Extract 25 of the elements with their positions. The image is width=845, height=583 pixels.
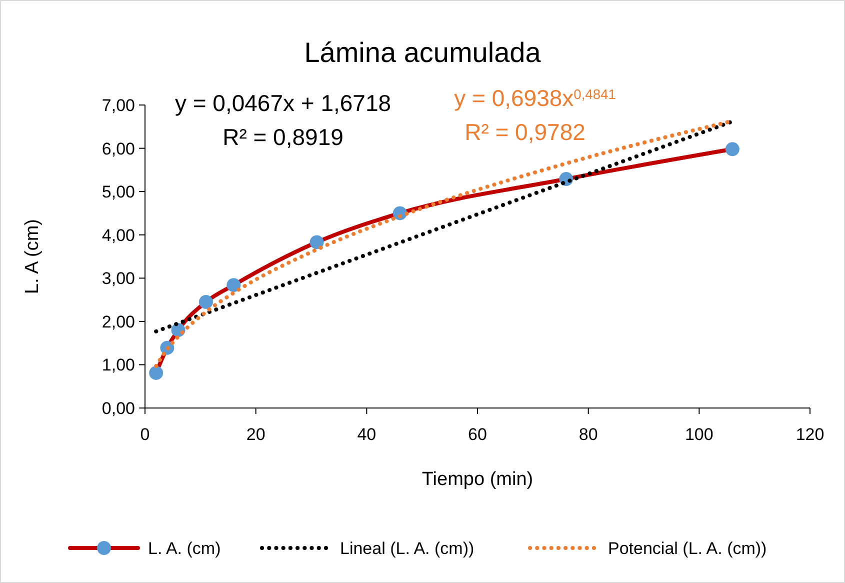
x-tick-label: 120 <box>796 425 824 444</box>
y-tick-label: 3,00 <box>102 269 135 288</box>
y-tick-label: 0,00 <box>102 399 135 418</box>
x-axis-title: Tiempo (min) <box>422 469 534 490</box>
annotation: y = 0,0467x + 1,6718 <box>174 90 392 116</box>
x-tick-label: 40 <box>357 425 376 444</box>
annotation: R² = 0,8919 <box>222 124 344 150</box>
chart-title: Lámina acumulada <box>304 37 542 68</box>
y-tick-label: 1,00 <box>102 356 135 375</box>
legend-label: L. A. (cm) <box>148 539 221 558</box>
annotation: y = 0,6938x$^{0,4841}$ <box>454 85 616 111</box>
y-tick-label: 4,00 <box>102 226 135 245</box>
legend-label: Lineal (L. A. (cm)) <box>340 539 474 558</box>
y-axis-title: L. A (cm) <box>22 219 43 294</box>
x-tick-label: 80 <box>578 425 598 444</box>
x-tick-label: 100 <box>684 425 714 444</box>
y-tick-label: 5,00 <box>102 182 135 202</box>
y-tick-label: 6,00 <box>102 139 135 158</box>
legend-label: Potencial (L. A. (cm)) <box>608 539 767 558</box>
x-tick-label: 0 <box>140 425 150 444</box>
annotation: R² = 0,9782 <box>464 119 586 145</box>
y-tick-label: 7,00 <box>102 96 135 115</box>
x-tick-label: 20 <box>246 425 266 444</box>
y-tick-label: 2,00 <box>102 312 135 332</box>
x-tick-label: 60 <box>468 425 487 444</box>
